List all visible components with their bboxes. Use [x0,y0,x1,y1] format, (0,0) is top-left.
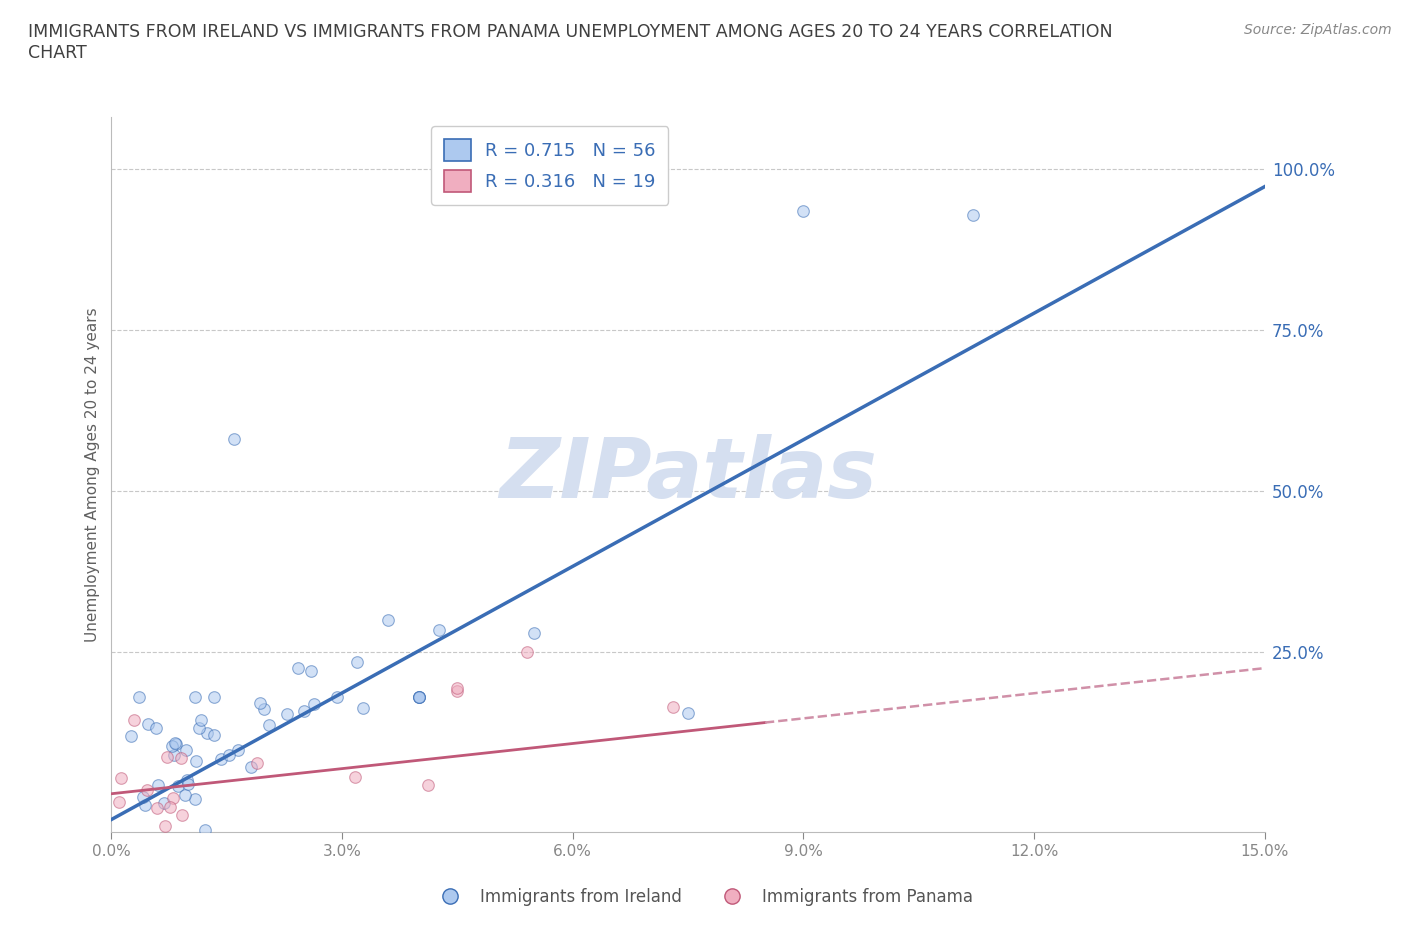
Point [183,791,205,806]
Point [122,712,145,727]
Point [166,778,188,793]
Point [408,690,430,705]
Point [170,751,193,765]
Text: ZIPatlas: ZIPatlas [499,434,877,515]
Point [516,644,538,659]
Point [174,742,197,757]
Point [792,204,814,219]
Point [148,777,170,792]
Point [352,700,374,715]
Point [187,831,209,846]
Point [163,748,186,763]
Point [523,625,546,640]
Point [152,795,174,810]
Point [346,654,368,669]
Point [145,721,167,736]
Point [136,717,159,732]
Point [190,712,212,727]
Point [132,790,155,804]
Point [128,689,150,704]
Point [155,818,177,833]
Point [120,728,142,743]
Point [195,726,218,741]
Point [186,753,208,768]
Point [446,684,468,699]
Point [156,750,179,764]
Point [165,736,187,751]
Point [218,748,240,763]
Point [299,664,322,679]
Point [228,742,250,757]
Point [146,800,169,815]
Point [194,823,217,838]
Point [162,790,184,805]
Point [302,698,325,712]
Point [377,612,399,627]
Point [187,721,209,736]
Point [176,772,198,787]
Point [408,690,430,705]
Point [276,707,298,722]
Text: IMMIGRANTS FROM IRELAND VS IMMIGRANTS FROM PANAMA UNEMPLOYMENT AMONG AGES 20 TO : IMMIGRANTS FROM IRELAND VS IMMIGRANTS FR… [28,23,1112,62]
Point [143,831,166,846]
Point [135,783,157,798]
Point [159,799,181,814]
Point [343,769,366,784]
Point [676,706,699,721]
Legend: Immigrants from Ireland, Immigrants from Panama: Immigrants from Ireland, Immigrants from… [426,881,980,912]
Point [249,696,271,711]
Point [446,681,468,696]
Point [134,797,156,812]
Point [408,690,430,705]
Point [416,778,439,793]
Point [253,702,276,717]
Point [110,831,132,846]
Point [211,751,233,766]
Point [257,717,280,732]
Point [287,661,309,676]
Point [160,738,183,753]
Point [108,795,131,810]
Point [427,623,450,638]
Point [174,787,197,802]
Point [245,755,267,770]
Legend: R = 0.715   N = 56, R = 0.316   N = 19: R = 0.715 N = 56, R = 0.316 N = 19 [432,126,668,205]
Point [962,207,984,222]
Point [100,844,122,859]
Point [224,432,246,446]
Point [104,831,127,846]
Point [170,808,193,823]
Point [184,690,207,705]
Point [292,703,315,718]
Point [110,770,132,785]
Point [202,728,225,743]
Point [326,690,349,705]
Point [177,777,200,792]
Point [408,690,430,705]
Point [239,760,262,775]
Point [661,699,683,714]
Point [165,737,187,751]
Text: Source: ZipAtlas.com: Source: ZipAtlas.com [1244,23,1392,37]
Y-axis label: Unemployment Among Ages 20 to 24 years: Unemployment Among Ages 20 to 24 years [86,308,100,642]
Point [202,690,225,705]
